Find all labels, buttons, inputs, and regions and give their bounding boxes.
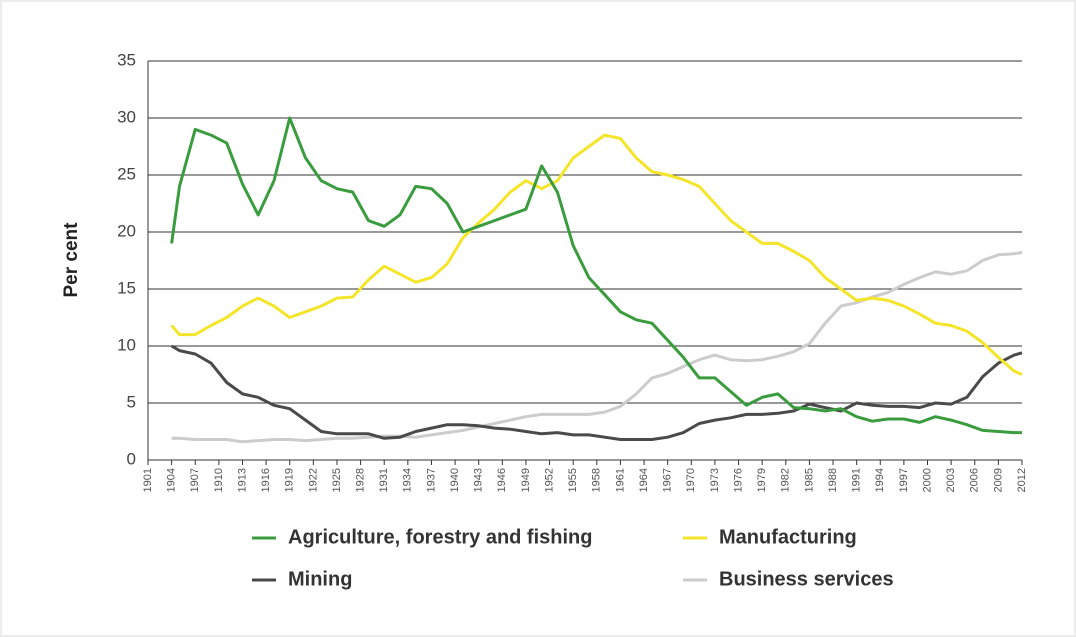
y-tick-label: 10	[117, 335, 136, 354]
legend-label: Manufacturing	[719, 526, 857, 548]
x-tick-label: 2012	[1016, 468, 1028, 492]
x-tick-label: 1931	[378, 468, 390, 492]
x-tick-label: 1922	[307, 468, 319, 492]
x-tick-label: 1970	[685, 468, 697, 492]
x-tick-label: 1967	[662, 468, 674, 492]
x-tick-label: 2009	[992, 468, 1004, 492]
series-line	[171, 251, 1023, 444]
x-tick-label: 1991	[851, 468, 863, 492]
x-tick-label: 1964	[638, 468, 650, 492]
x-tick-label: 2000	[921, 468, 933, 492]
y-tick-label: 35	[117, 50, 136, 69]
x-tick-label: 1973	[709, 468, 721, 492]
x-tick-label: 1943	[473, 468, 485, 492]
x-tick-label: 1928	[355, 468, 367, 492]
x-tick-label: 1934	[402, 468, 414, 492]
x-tick-label: 1952	[543, 468, 555, 492]
x-tick-label: 1919	[284, 468, 296, 492]
x-tick-label: 1994	[874, 468, 886, 492]
y-tick-label: 0	[127, 449, 136, 468]
x-tick-label: 1988	[827, 468, 839, 492]
legend-label: Business services	[719, 568, 894, 590]
x-tick-label: 1937	[425, 468, 437, 492]
x-tick-label: 1916	[260, 468, 272, 492]
series-line	[170, 344, 1023, 441]
x-tick-label: 1985	[803, 468, 815, 492]
x-tick-label: 1982	[780, 468, 792, 492]
x-tick-label: 1907	[189, 468, 201, 492]
y-tick-label: 20	[117, 221, 136, 240]
x-tick-label: 1946	[496, 468, 508, 492]
x-tick-label: 1979	[756, 468, 768, 492]
series-line	[170, 116, 1022, 435]
series-line	[170, 133, 1023, 376]
x-tick-label: 1901	[142, 468, 154, 492]
y-tick-label: 25	[117, 164, 136, 183]
y-axis-label: Per cent	[61, 222, 82, 298]
legend-label: Agriculture, forestry and fishing	[288, 526, 592, 548]
y-tick-label: 5	[127, 392, 136, 411]
x-tick-label: 1961	[614, 468, 626, 492]
x-tick-label: 1958	[591, 468, 603, 492]
x-tick-label: 1910	[213, 468, 225, 492]
x-tick-label: 1940	[449, 468, 461, 492]
y-tick-label: 30	[117, 107, 136, 126]
x-tick-label: 1976	[732, 468, 744, 492]
x-tick-label: 1913	[236, 468, 248, 492]
x-tick-label: 2003	[945, 468, 957, 492]
x-tick-label: 1949	[520, 468, 532, 492]
y-tick-label: 15	[117, 278, 136, 297]
x-tick-label: 1955	[567, 468, 579, 492]
x-tick-label: 2006	[969, 468, 981, 492]
x-tick-label: 1925	[331, 468, 343, 492]
x-tick-label: 1997	[898, 468, 910, 492]
x-tick-label: 1904	[166, 468, 178, 492]
legend-label: Mining	[288, 568, 352, 590]
